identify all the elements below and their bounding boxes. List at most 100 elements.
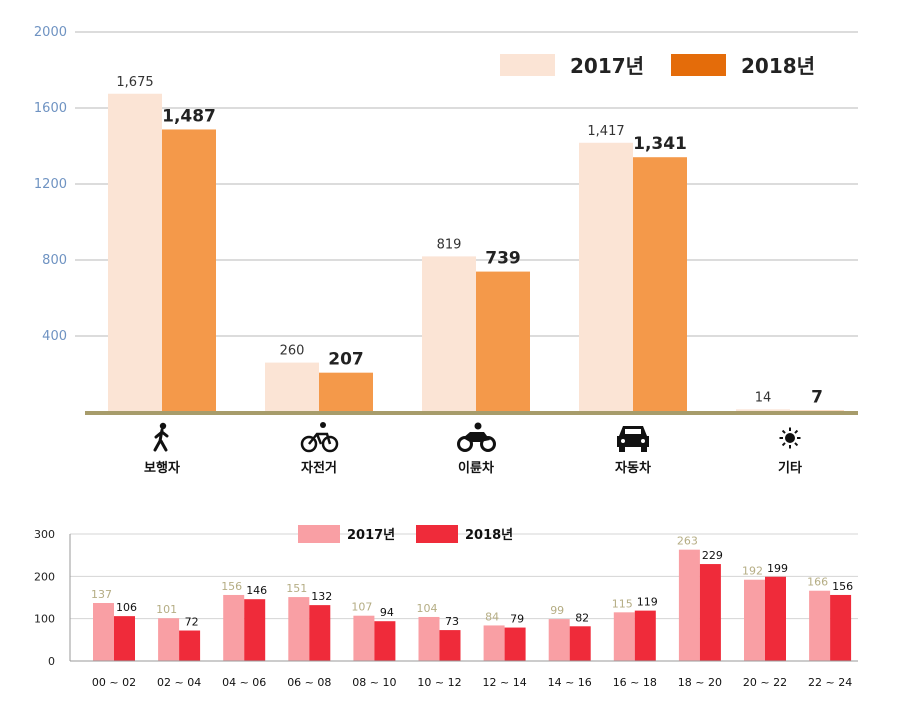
bar-2018 xyxy=(699,564,721,661)
x-axis-line xyxy=(85,411,858,415)
y-tick-label: 0 xyxy=(48,655,55,668)
bar-2018 xyxy=(830,594,852,661)
data-label-2018: 739 xyxy=(485,249,521,269)
x-tick-label: 02 ~ 04 xyxy=(157,676,201,689)
data-label-2017: 99 xyxy=(550,604,564,617)
chart-bottom-by-hour: 0 100 200 300 137 106 00 ~ 02 101 72 02 ~ 04 156 1… xyxy=(34,525,858,689)
bar-2017 xyxy=(418,616,440,661)
car-icon xyxy=(617,426,649,452)
bar-2017 xyxy=(93,603,114,661)
data-label-2018: 199 xyxy=(767,562,788,575)
x-tick-label: 10 ~ 12 xyxy=(417,676,461,689)
data-label-2018: 1,341 xyxy=(633,134,687,154)
data-label-2017: 115 xyxy=(612,597,633,610)
bar-2018 xyxy=(439,630,461,661)
bar-2018 xyxy=(765,576,786,661)
bar-2018 xyxy=(476,271,530,412)
data-label-2018: 82 xyxy=(575,611,589,624)
legend-swatch-2017 xyxy=(298,525,340,543)
data-label-2017: 819 xyxy=(437,237,462,252)
data-label-2018: 119 xyxy=(637,596,658,609)
y-tick-label: 2000 xyxy=(34,25,67,40)
data-label-2017: 137 xyxy=(91,588,112,601)
bar-2017 xyxy=(353,615,375,661)
data-label-2017: 84 xyxy=(485,610,499,623)
x-tick-label: 00 ~ 02 xyxy=(92,676,136,689)
y-tick-label: 1200 xyxy=(34,177,67,192)
data-label-2017: 1,417 xyxy=(587,124,624,139)
x-tick-label: 16 ~ 18 xyxy=(613,676,657,689)
pedestrian-icon xyxy=(153,422,169,452)
data-label-2018: 207 xyxy=(328,350,364,370)
bar-2018 xyxy=(569,626,591,661)
data-label-2018: 106 xyxy=(116,601,137,614)
category-label: 기타 xyxy=(778,460,802,476)
bar-2017 xyxy=(579,142,633,412)
bar-2018 xyxy=(633,157,687,412)
bar-2018 xyxy=(114,616,135,661)
y-tick-label: 200 xyxy=(34,570,55,583)
data-label-2017: 192 xyxy=(742,565,763,578)
data-label-2018: 146 xyxy=(246,584,267,597)
data-label-2018: 73 xyxy=(445,615,459,628)
bar-2017 xyxy=(108,93,162,412)
bar-2018 xyxy=(162,129,216,412)
legend-swatch-2018 xyxy=(671,54,726,76)
bar-2018 xyxy=(244,599,266,661)
bar-2017 xyxy=(158,618,180,661)
data-label-2018: 94 xyxy=(380,606,394,619)
y-tick-label: 1600 xyxy=(34,101,67,116)
x-tick-label: 20 ~ 22 xyxy=(743,676,787,689)
data-label-2017: 14 xyxy=(755,390,772,405)
category-label: 보행자 xyxy=(144,460,180,476)
data-label-2018: 7 xyxy=(811,388,823,408)
sun-icon xyxy=(779,427,801,449)
data-label-2017: 156 xyxy=(221,580,242,593)
bar-2017 xyxy=(678,549,700,661)
chart-top-by-victim-type: 400 800 1200 1600 2000 1,675 1,487 보행자 260 207 자전… xyxy=(34,25,858,476)
bar-2017 xyxy=(422,256,476,412)
data-label-2017: 166 xyxy=(807,576,828,589)
legend-swatch-2017 xyxy=(500,54,555,76)
data-label-2017: 1,675 xyxy=(116,75,153,90)
bar-2017 xyxy=(223,594,245,661)
data-label-2018: 79 xyxy=(510,613,524,626)
bar-2018 xyxy=(374,621,396,661)
data-label-2017: 260 xyxy=(280,344,305,359)
data-label-2017: 107 xyxy=(351,601,372,614)
data-label-2017: 101 xyxy=(156,603,177,616)
x-tick-label: 22 ~ 24 xyxy=(808,676,852,689)
x-tick-label: 12 ~ 14 xyxy=(482,676,526,689)
x-tick-label: 04 ~ 06 xyxy=(222,676,266,689)
y-tick-label: 100 xyxy=(34,613,55,626)
bar-2017 xyxy=(265,362,319,412)
data-label-2018: 156 xyxy=(832,580,853,593)
bar-2018 xyxy=(309,605,331,661)
bar-2018 xyxy=(319,372,373,412)
data-label-2017: 263 xyxy=(677,535,698,548)
bar-2018 xyxy=(634,610,656,661)
x-tick-label: 18 ~ 20 xyxy=(678,676,722,689)
category-label: 이륜차 xyxy=(458,460,494,476)
bar-2018 xyxy=(179,630,201,661)
legend-label-2018: 2018년 xyxy=(465,528,513,543)
data-label-2018: 1,487 xyxy=(162,106,216,126)
bar-2017 xyxy=(483,625,505,661)
x-tick-label: 08 ~ 10 xyxy=(352,676,396,689)
legend-label-2017: 2017년 xyxy=(570,54,644,78)
bicycle-icon xyxy=(300,422,339,453)
x-tick-label: 06 ~ 08 xyxy=(287,676,331,689)
legend-label-2018: 2018년 xyxy=(741,54,815,78)
legend-label-2017: 2017년 xyxy=(347,528,395,543)
y-tick-label: 300 xyxy=(34,528,55,541)
category-label: 자동차 xyxy=(615,460,651,476)
bar-2017 xyxy=(744,579,765,661)
y-tick-label: 800 xyxy=(42,253,67,268)
motorcycle-icon xyxy=(457,422,496,452)
bar-2017 xyxy=(613,612,635,661)
data-label-2018: 132 xyxy=(311,590,332,603)
y-tick-label: 400 xyxy=(42,329,67,344)
bar-2017 xyxy=(288,597,310,661)
category-label: 자전거 xyxy=(301,460,337,476)
